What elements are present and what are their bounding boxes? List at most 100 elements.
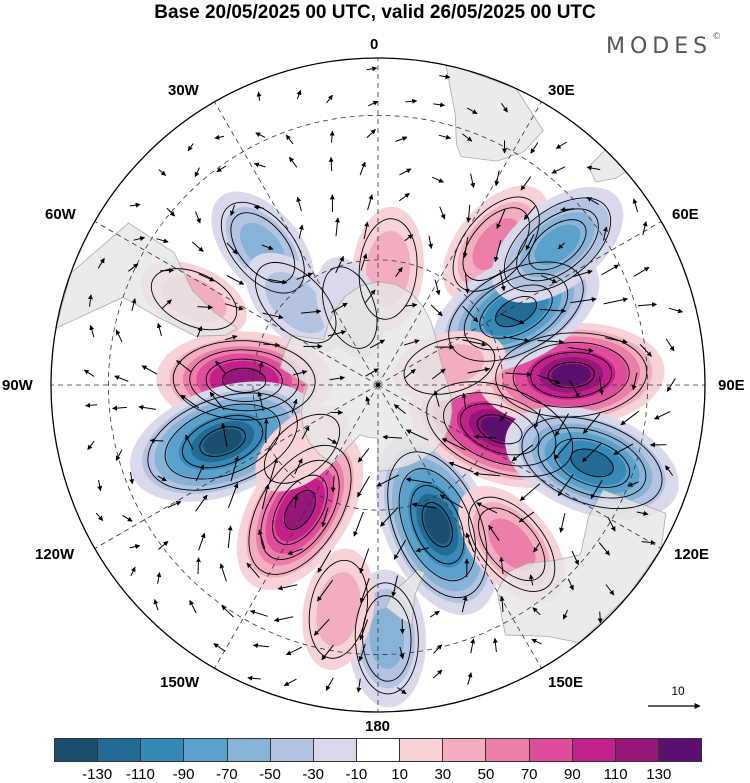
wind-vector xyxy=(365,368,379,377)
wind-vector xyxy=(129,202,141,208)
wind-vector xyxy=(518,511,535,523)
wind-vector xyxy=(559,513,566,533)
wind-vector xyxy=(353,511,364,537)
colorbar-tick-label: -50 xyxy=(259,766,281,783)
anomaly-center xyxy=(442,185,550,303)
anomaly-level xyxy=(570,449,614,477)
colorbar-swatch xyxy=(614,739,658,761)
wind-vector xyxy=(277,584,298,591)
wind-vector xyxy=(441,438,466,451)
wind-vector xyxy=(393,404,406,414)
wind-vector xyxy=(357,448,370,463)
landmasses xyxy=(55,64,667,644)
contour-ring xyxy=(150,268,238,331)
anomaly-level xyxy=(472,218,520,271)
wind-vector xyxy=(283,678,297,687)
wind-vector xyxy=(330,475,336,493)
brand-logo: MODES© xyxy=(606,32,721,59)
wind-vector xyxy=(499,411,508,422)
wind-vector xyxy=(461,595,468,613)
wind-vector xyxy=(366,66,378,72)
wind-vector xyxy=(395,136,408,142)
wind-vector xyxy=(268,278,288,285)
wind-vector xyxy=(335,255,344,274)
wind-vector xyxy=(209,391,225,411)
wind-vector xyxy=(291,398,298,414)
wind-vector xyxy=(467,367,491,374)
wind-vector xyxy=(258,529,266,550)
wind-vector xyxy=(598,542,610,556)
contour-line xyxy=(570,448,614,478)
wind-vector xyxy=(464,272,470,294)
wind-vector xyxy=(528,574,534,586)
wind-vector xyxy=(112,405,127,411)
wind-vector xyxy=(533,543,540,553)
contour-line xyxy=(308,559,369,659)
south-america-land xyxy=(55,222,239,337)
meridian-line xyxy=(377,384,542,669)
wind-vector xyxy=(433,644,443,654)
lon-label-90e: 90E xyxy=(718,377,745,394)
wind-vector xyxy=(97,257,105,269)
colorbar-tick-label: 10 xyxy=(391,766,408,783)
lon-label-120w: 120W xyxy=(35,546,75,563)
contour-line xyxy=(222,367,267,393)
wind-vector xyxy=(317,550,332,573)
wind-vector xyxy=(369,339,386,349)
wind-vector xyxy=(632,198,639,213)
contour-line xyxy=(172,340,316,421)
colorbar-swatch xyxy=(399,739,443,761)
wind-vector xyxy=(221,605,234,618)
wind-vector xyxy=(261,483,270,510)
wind-vector xyxy=(296,272,314,280)
wind-vector xyxy=(399,168,412,176)
wind-vector xyxy=(122,514,133,522)
wind-vector xyxy=(221,422,228,447)
wind-vector xyxy=(391,575,398,597)
wind-vector xyxy=(567,346,594,353)
wind-vector xyxy=(511,444,534,462)
wind-vector xyxy=(398,192,410,202)
wind-vector xyxy=(359,161,366,176)
contour-line xyxy=(147,392,298,491)
wind-vector xyxy=(431,176,444,183)
wind-vector xyxy=(269,457,278,483)
wind-vector xyxy=(590,480,603,500)
contour-ring xyxy=(468,496,556,592)
wind-vector xyxy=(470,638,476,654)
wind-vector xyxy=(224,303,244,311)
anomaly-center xyxy=(491,186,624,303)
wind-vector xyxy=(363,221,370,240)
wind-vector xyxy=(226,242,238,255)
wind-vector xyxy=(167,501,182,508)
wind-vector xyxy=(230,455,240,482)
wind-vector xyxy=(473,471,500,477)
wind-vector xyxy=(166,207,176,217)
wind-vector xyxy=(287,548,304,556)
contour-line xyxy=(181,415,264,469)
wind-vector xyxy=(367,194,374,211)
anomaly-center xyxy=(505,406,679,520)
wind-vector xyxy=(557,242,566,250)
wind-vector xyxy=(294,458,303,475)
wind-vector xyxy=(666,378,676,392)
wind-vector xyxy=(321,644,334,661)
wind-vector xyxy=(156,238,169,244)
antarctica-land xyxy=(279,281,453,472)
wind-vector xyxy=(557,474,574,497)
colorbar-swatch xyxy=(183,739,227,761)
wind-vector xyxy=(180,394,199,409)
wind-vector xyxy=(153,599,159,611)
contour-line xyxy=(478,507,546,582)
contour-line xyxy=(521,416,663,510)
wind-vector xyxy=(537,374,561,385)
australia-land xyxy=(496,489,667,644)
wind-vector xyxy=(533,408,541,429)
contour-line xyxy=(512,342,630,408)
contour-line xyxy=(553,437,631,488)
meridian-line xyxy=(214,384,379,669)
wind-vector xyxy=(530,142,539,154)
contour-line xyxy=(230,212,296,284)
contour-ring xyxy=(220,201,305,294)
colorbar-swatch xyxy=(442,739,486,761)
